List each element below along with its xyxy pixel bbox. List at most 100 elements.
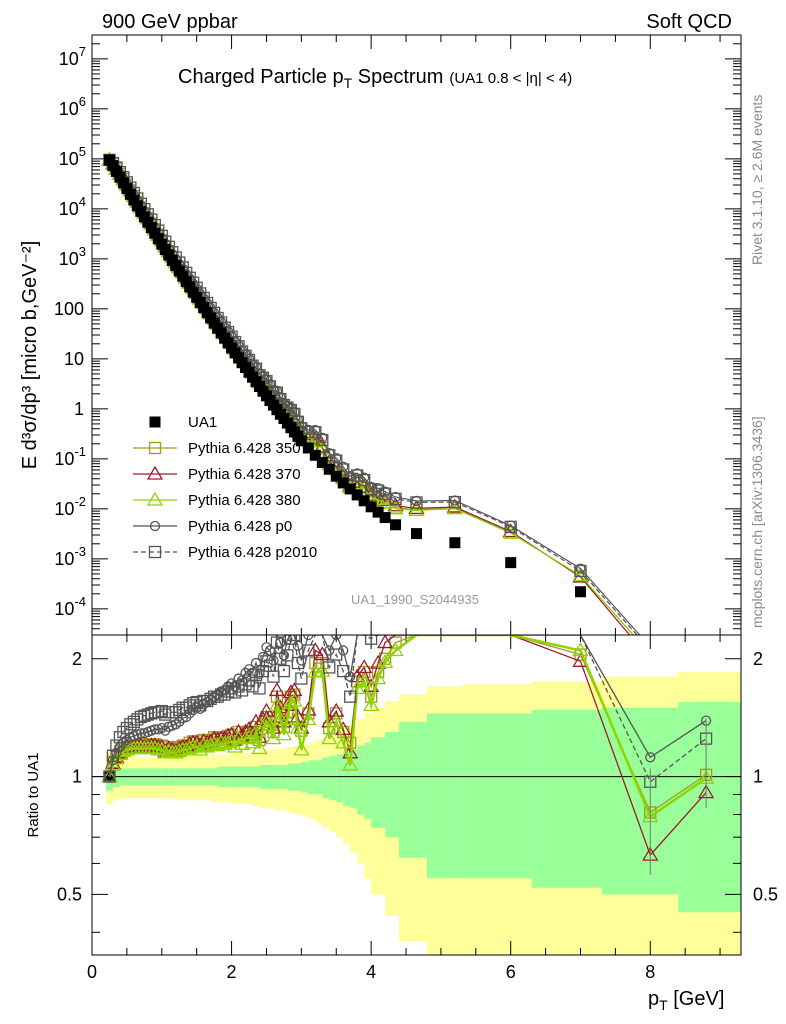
ratio-point-p0 <box>264 645 276 656</box>
ratio-point-370 <box>254 711 272 726</box>
ratio-point-380 <box>153 741 170 756</box>
ua1-point <box>103 154 115 166</box>
ratio-point-p0 <box>135 728 146 739</box>
ratio-point-350 <box>389 636 402 649</box>
ratio-point-370 <box>282 684 300 699</box>
ratio-point-p2010 <box>117 725 130 739</box>
ua1-point <box>309 449 321 461</box>
rivet-version-label: Rivet 3.1.10, ≥ 2.6M events <box>749 95 765 265</box>
ua1-point <box>358 495 370 507</box>
main-panel-series <box>101 151 641 635</box>
green-band-bin <box>294 763 302 791</box>
y-tick-label: 100 <box>54 299 84 319</box>
mc-point-p0 <box>264 379 276 390</box>
ratio-point-p2010 <box>288 635 301 642</box>
ratio-point-380 <box>216 735 233 750</box>
mc-point-p0 <box>331 452 342 464</box>
ratio-point-p2010 <box>253 682 266 695</box>
ratio-point-380 <box>363 697 380 712</box>
ratio-tick-label-right: 2 <box>753 649 763 669</box>
ratio-tick-label-right: 1 <box>753 767 763 787</box>
ratio-point-380 <box>209 737 226 752</box>
legend-marker <box>148 441 162 455</box>
ua1-point <box>295 435 307 447</box>
ua1-point <box>316 456 328 468</box>
ua1-point <box>135 205 147 217</box>
ratio-panel-series <box>101 635 715 876</box>
green-band-bin <box>301 761 309 793</box>
green-band-bin <box>385 731 400 838</box>
mc-point-p0 <box>338 461 349 472</box>
ratio-point-p0 <box>111 747 122 758</box>
ratio-point-370 <box>363 678 380 693</box>
ua1-point <box>372 506 384 518</box>
mc-point-p2010 <box>574 564 587 578</box>
ratio-point-380 <box>219 734 237 749</box>
ratio-point-p0 <box>324 645 335 656</box>
ratio-point-380 <box>188 738 205 753</box>
ua1-point <box>505 557 517 569</box>
legend-label: Pythia 6.428 350 <box>188 440 301 457</box>
ratio-point-p0 <box>303 635 314 641</box>
legend-label: Pythia 6.428 370 <box>188 466 301 483</box>
ratio-point-p0 <box>338 645 349 656</box>
ratio-point-380 <box>258 713 275 728</box>
ua1-point <box>379 512 391 524</box>
analysis-id: UA1_1990_S2044935 <box>351 592 479 607</box>
ratio-point-p2010 <box>194 699 207 712</box>
ratio-point-p2010 <box>274 652 287 665</box>
ua1-point <box>337 477 349 489</box>
ua1-point <box>117 177 129 189</box>
y-tick-label: 105 <box>59 144 86 169</box>
ratio-point-380 <box>167 744 184 759</box>
mc-point-p2010 <box>358 473 371 487</box>
ua1-point <box>330 470 342 482</box>
ratio-panel-frame <box>91 634 742 956</box>
mc-point-p2010 <box>364 483 378 496</box>
ratio-point-p2010 <box>344 690 357 703</box>
ratio-point-380 <box>356 673 373 688</box>
green-band-bin <box>322 757 330 799</box>
ratio-tick-label: 0.5 <box>57 884 82 904</box>
ratio-point-350 <box>309 656 322 670</box>
ratio-point-380 <box>244 734 261 749</box>
mc-point-p2010 <box>389 492 402 506</box>
ratio-point-p2010 <box>364 635 378 645</box>
green-band-bin <box>531 709 602 888</box>
mc-point-p2010 <box>351 469 364 482</box>
green-band-bin <box>343 751 351 807</box>
ua1-point <box>110 165 122 177</box>
x-tick-label: 2 <box>227 962 237 982</box>
ratio-point-p2010 <box>106 749 120 762</box>
ratio-point-370 <box>125 738 143 753</box>
y-tick-label: 10 <box>64 349 84 369</box>
ratio-point-380 <box>251 740 268 755</box>
axis-ticks <box>91 34 741 955</box>
ratio-point-380 <box>275 726 293 741</box>
ratio-point-370 <box>356 659 373 674</box>
ratio-point-p0 <box>149 724 160 735</box>
ratio-point-380 <box>181 740 198 755</box>
ratio-point-380 <box>300 711 317 726</box>
ratio-point-p0 <box>296 655 307 666</box>
ratio-axis-label: Ratio to UA1 <box>25 752 42 837</box>
ratio-point-380 <box>376 653 394 668</box>
y-tick-label: 10-2 <box>54 494 86 519</box>
ua1-point <box>149 227 161 239</box>
ratio-point-370 <box>160 740 177 755</box>
ua1-point <box>124 188 136 200</box>
mc-point-p0 <box>310 424 321 436</box>
mc-point-p2010 <box>504 520 517 533</box>
mc-point-p2010 <box>371 484 385 497</box>
ratio-point-370 <box>146 737 163 752</box>
ratio-point-p2010 <box>120 721 134 735</box>
ratio-point-p2010 <box>239 678 252 691</box>
ratio-point-370 <box>286 682 303 697</box>
legend-label: Pythia 6.428 380 <box>188 492 301 509</box>
ratio-point-p2010 <box>281 649 294 662</box>
ua1-point <box>114 171 126 183</box>
green-band-bin <box>461 713 532 879</box>
ratio-point-380 <box>160 743 177 757</box>
ua1-point <box>449 537 461 549</box>
